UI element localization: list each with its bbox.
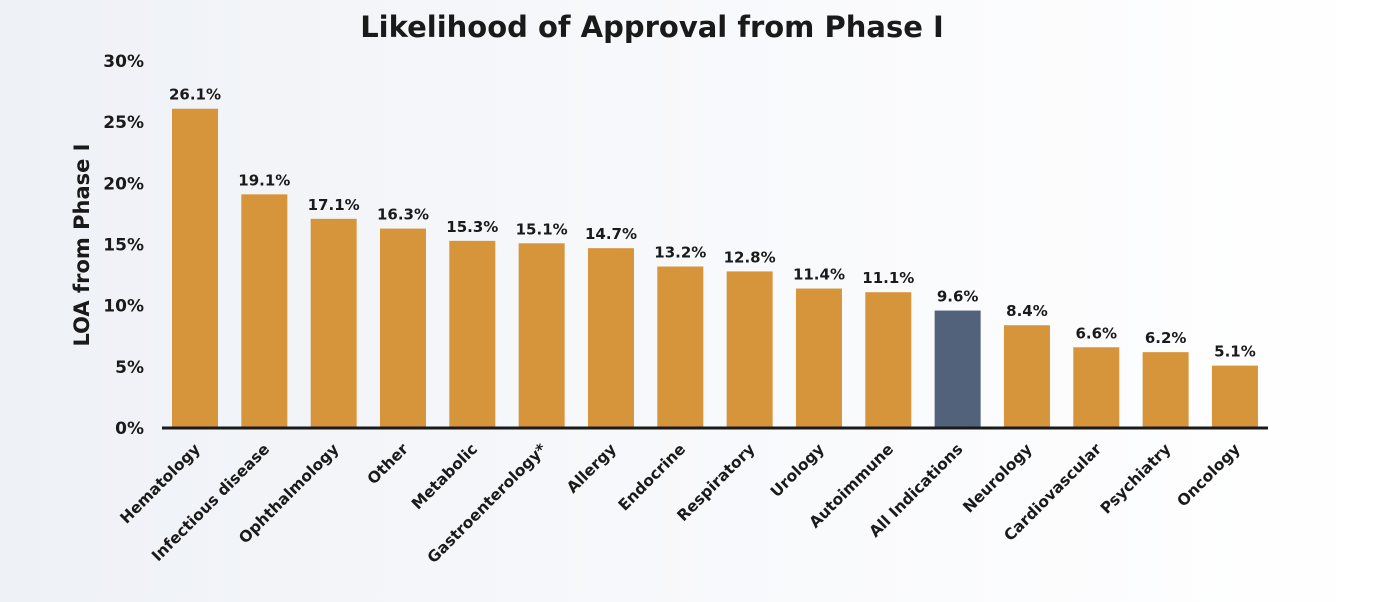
bar-hematology [172,108,218,429]
data-label: 6.2% [1145,329,1187,347]
data-label: 12.8% [724,248,776,266]
x-tick-label: Metabolic [408,440,481,513]
bar-psychiatry [1142,352,1189,428]
data-label: 11.1% [862,269,914,287]
y-tick-label: 25% [103,113,144,133]
bar-respiratory [726,271,773,428]
bar-allergy [587,248,634,428]
data-label: 15.3% [446,218,498,236]
bar-gastroenterology [518,243,565,428]
x-tick-label: Neurology [959,440,1035,516]
data-label: 17.1% [308,196,360,214]
bar-oncology [1211,365,1258,428]
data-labels: 26.1% 19.1% 17.1% 16.3% 15.3% 15.1% 14.7% 13.2%… [169,86,1256,361]
y-tick-label: 10% [103,297,144,317]
y-tick-label: 20% [103,174,144,194]
x-tick-label: Psychiatry [1097,440,1174,517]
bar-urology [795,288,842,428]
data-label: 8.4% [1006,302,1048,320]
x-tick-label: Oncology [1174,440,1244,510]
data-label: 9.6% [937,288,979,306]
data-label: 6.6% [1075,324,1117,342]
y-axis-ticks: 0% 5% 10% 15% 20% 25% 30% [103,52,144,439]
y-tick-label: 5% [115,358,144,378]
x-tick-label: Gastroenterology* [424,440,551,567]
bars [172,108,1258,429]
data-label: 19.1% [238,171,290,189]
x-tick-label: Infectious disease [148,440,273,565]
x-tick-label: Allergy [563,440,620,497]
data-label: 5.1% [1214,343,1256,361]
bar-metabolic [449,240,496,428]
data-label: 11.4% [793,266,845,284]
y-tick-label: 0% [115,419,144,439]
y-tick-label: 30% [103,52,144,72]
data-label: 26.1% [169,86,221,104]
data-label: 15.1% [516,220,568,238]
bar-autoimmune [865,292,912,428]
x-tick-label: Other [364,440,412,488]
y-axis-label: LOA from Phase I [70,144,94,347]
bar-infectious-disease [241,194,288,428]
x-tick-label: Endocrine [615,440,689,514]
data-label: 16.3% [377,206,429,224]
bar-endocrine [657,266,704,428]
bar-other [379,228,426,428]
chart-title: Likelihood of Approval from Phase I [360,10,944,44]
data-label: 13.2% [654,244,706,262]
bar-ophthalmology [310,218,357,428]
bar-cardiovascular [1073,347,1120,428]
bar-neurology [1003,325,1050,428]
y-tick-label: 15% [103,236,144,256]
x-tick-label: Urology [767,440,828,501]
bar-all-indications [934,310,981,428]
data-label: 14.7% [585,225,637,243]
